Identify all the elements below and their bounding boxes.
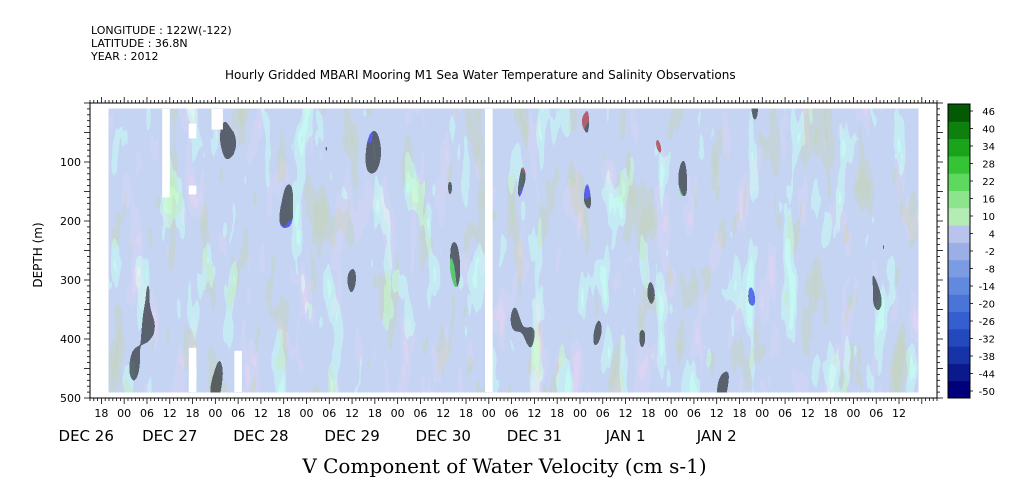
x-hour-label: 06 bbox=[322, 407, 336, 420]
x-hour-label: 18 bbox=[732, 407, 746, 420]
colorbar-swatch bbox=[948, 207, 970, 226]
x-hour-label: 06 bbox=[231, 407, 245, 420]
colorbar-swatch bbox=[948, 225, 970, 243]
colorbar-swatch bbox=[948, 259, 970, 278]
y-tick-label: 200 bbox=[60, 215, 81, 228]
y-tick-label: 100 bbox=[60, 156, 81, 169]
colorbar-swatch bbox=[948, 328, 970, 347]
x-hour-label: 18 bbox=[459, 407, 473, 420]
header-longitude: LONGITUDE : 122W(-122) bbox=[91, 24, 232, 37]
colorbar-label: 28 bbox=[982, 160, 995, 171]
data-gap bbox=[234, 350, 242, 393]
colorbar-label: -14 bbox=[979, 282, 995, 293]
y-tick-label: 400 bbox=[60, 333, 81, 346]
data-gap bbox=[211, 108, 223, 130]
x-hour-label: 06 bbox=[778, 407, 792, 420]
colorbar-label: -50 bbox=[979, 387, 995, 398]
colorbar-swatch bbox=[948, 190, 970, 209]
colorbar-label: -38 bbox=[979, 352, 995, 363]
x-hour-label: 06 bbox=[687, 407, 701, 420]
colorbar-label: -32 bbox=[979, 335, 995, 346]
x-hour-label: 18 bbox=[368, 407, 382, 420]
colorbar-label: -26 bbox=[979, 317, 995, 328]
x-hour-label: 18 bbox=[186, 407, 200, 420]
x-date-label: DEC 29 bbox=[324, 427, 379, 445]
colorbar-label: 10 bbox=[982, 212, 995, 223]
colorbar-swatch bbox=[948, 294, 970, 313]
colorbar-label: 34 bbox=[982, 142, 995, 153]
data-gap bbox=[188, 347, 197, 393]
colorbar-swatch bbox=[948, 363, 970, 382]
colorbar-label: -44 bbox=[979, 370, 995, 381]
x-date-label: DEC 27 bbox=[142, 427, 197, 445]
x-hour-label: 00 bbox=[208, 407, 222, 420]
colorbar-swatch bbox=[948, 311, 970, 330]
colorbar-swatch bbox=[948, 104, 970, 122]
data-gap bbox=[188, 123, 197, 139]
x-hour-label: 18 bbox=[277, 407, 291, 420]
x-hour-label: 06 bbox=[505, 407, 519, 420]
colorbar-swatch bbox=[948, 121, 970, 140]
x-hour-label: 12 bbox=[345, 407, 359, 420]
colorbar-label: 22 bbox=[982, 177, 995, 188]
x-hour-label: 00 bbox=[299, 407, 313, 420]
x-hour-label: 12 bbox=[892, 407, 906, 420]
x-hour-label: 12 bbox=[254, 407, 268, 420]
colorbar-swatch bbox=[948, 155, 970, 174]
x-date-label: DEC 28 bbox=[233, 427, 288, 445]
x-hour-label: 12 bbox=[163, 407, 177, 420]
x-date-label: JAN 2 bbox=[696, 427, 737, 445]
colorbar-swatch bbox=[948, 138, 970, 157]
y-tick-label: 300 bbox=[60, 274, 81, 287]
header-latitude: LATITUDE : 36.8N bbox=[91, 37, 188, 50]
x-date-label: DEC 31 bbox=[507, 427, 562, 445]
x-hour-label: 00 bbox=[117, 407, 131, 420]
x-hour-label: 06 bbox=[596, 407, 610, 420]
colorbar-label: -8 bbox=[985, 265, 995, 276]
header-year: YEAR : 2012 bbox=[91, 50, 159, 63]
x-hour-label: 12 bbox=[801, 407, 815, 420]
colorbar-swatch bbox=[948, 173, 970, 191]
y-tick-label: 500 bbox=[60, 392, 81, 405]
data-gap bbox=[188, 185, 197, 195]
x-date-label: DEC 30 bbox=[416, 427, 471, 445]
x-hour-label: 00 bbox=[482, 407, 496, 420]
colorbar-label: -2 bbox=[985, 247, 995, 258]
colorbar-swatch bbox=[948, 346, 970, 364]
colorbar-swatch bbox=[948, 242, 970, 261]
x-hour-label: 18 bbox=[550, 407, 564, 420]
x-hour-label: 00 bbox=[664, 407, 678, 420]
colorbar-label: -20 bbox=[979, 300, 995, 311]
y-axis-title: DEPTH (m) bbox=[31, 222, 45, 288]
x-hour-label: 06 bbox=[869, 407, 883, 420]
colorbar-label: 40 bbox=[982, 125, 995, 136]
colorbar-label: 16 bbox=[982, 195, 995, 206]
x-hour-label: 18 bbox=[641, 407, 655, 420]
x-hour-label: 00 bbox=[755, 407, 769, 420]
colorbar-label: 46 bbox=[982, 107, 995, 118]
x-hour-label: 00 bbox=[573, 407, 587, 420]
data-gap bbox=[162, 108, 170, 198]
chart-title: Hourly Gridded MBARI Mooring M1 Sea Wate… bbox=[225, 68, 736, 82]
colorbar-label: 4 bbox=[989, 230, 995, 241]
x-date-label: JAN 1 bbox=[605, 427, 646, 445]
data-gap bbox=[485, 108, 493, 393]
x-hour-label: 00 bbox=[391, 407, 405, 420]
x-hour-label: 12 bbox=[527, 407, 541, 420]
x-hour-label: 06 bbox=[140, 407, 154, 420]
x-hour-label: 12 bbox=[436, 407, 450, 420]
x-date-label: DEC 26 bbox=[59, 427, 114, 445]
x-axis-title: V Component of Water Velocity (cm s-1) bbox=[302, 454, 707, 478]
x-hour-label: 12 bbox=[619, 407, 633, 420]
colorbar-swatch bbox=[948, 276, 970, 295]
x-hour-label: 12 bbox=[710, 407, 724, 420]
heatmap-field-dark bbox=[108, 108, 919, 393]
x-hour-label: 18 bbox=[94, 407, 108, 420]
x-hour-label: 06 bbox=[413, 407, 427, 420]
colorbar-swatch bbox=[948, 380, 970, 399]
x-hour-label: 00 bbox=[846, 407, 860, 420]
x-hour-label: 18 bbox=[824, 407, 838, 420]
